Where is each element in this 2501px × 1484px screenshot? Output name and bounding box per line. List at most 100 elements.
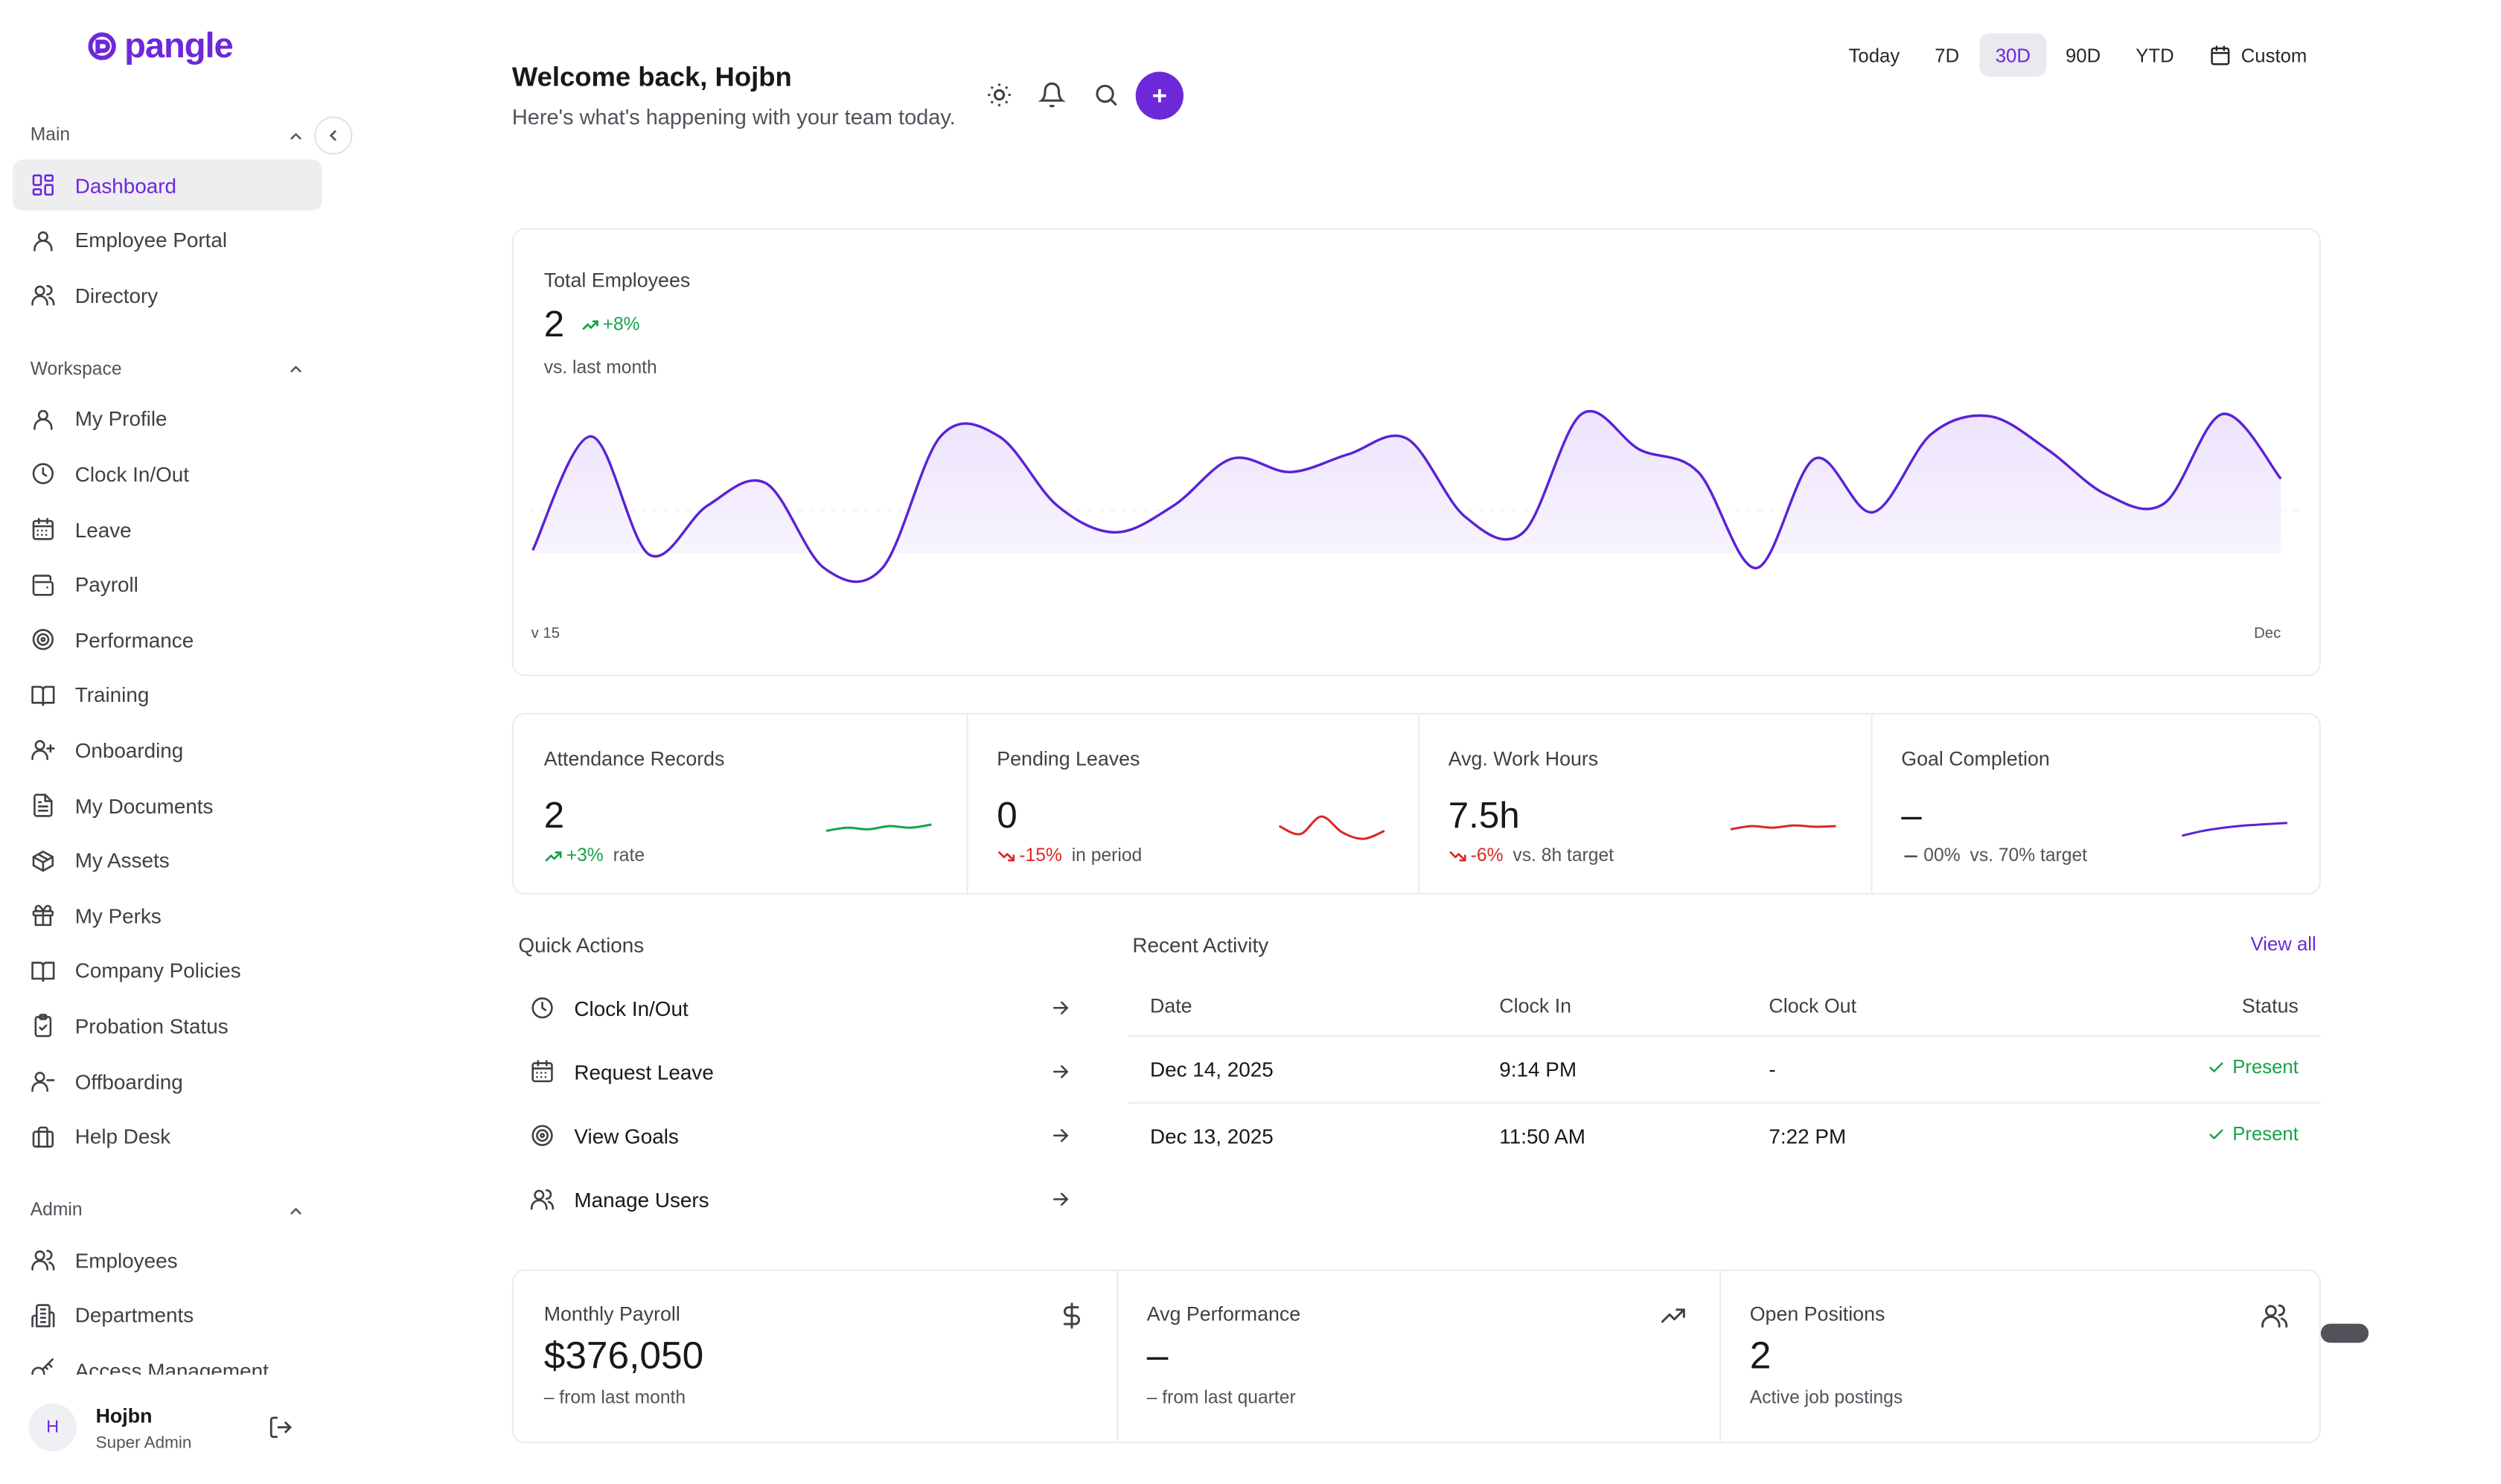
column-header-clock-in[interactable]: Clock In — [1499, 995, 1572, 1018]
summary-value: 2 — [1749, 1334, 1772, 1378]
sidebar-item-departments[interactable]: Departments — [13, 1290, 322, 1341]
sidebar-item-directory[interactable]: Directory — [13, 270, 322, 322]
quick-action-view-goals[interactable]: View Goals — [514, 1107, 1087, 1164]
stat-divider — [1871, 714, 1873, 893]
stat-attendance-records[interactable]: Attendance Records 2 +3% rate — [514, 714, 967, 893]
target-icon — [32, 629, 54, 650]
cell-clock-out: - — [1769, 1057, 1776, 1081]
quick-action-manage-users[interactable]: Manage Users — [514, 1171, 1087, 1228]
range-custom[interactable]: Custom — [2193, 33, 2322, 77]
sidebar-item-my-profile[interactable]: My Profile — [13, 394, 322, 445]
stat-trend: +3% — [544, 847, 604, 866]
user-role: Super Admin — [95, 1433, 192, 1453]
quick-actions-title: Quick Actions — [518, 933, 645, 957]
cell-clock-out: 7:22 PM — [1769, 1124, 1847, 1148]
sidebar-item-my-documents[interactable]: My Documents — [13, 780, 322, 831]
gift-icon — [32, 905, 54, 927]
brand-logo[interactable]: pangle — [85, 25, 234, 67]
summary-label: Avg Performance — [1146, 1302, 1301, 1325]
user-plus-icon — [31, 741, 55, 761]
total-employees-trend-value: +8% — [602, 315, 640, 334]
summary-value: $376,050 — [543, 1334, 704, 1378]
sidebar-item-label: Company Policies — [74, 959, 241, 983]
stat-value: 7.5h — [1448, 794, 1520, 836]
summary-sub: Active job postings — [1749, 1389, 1903, 1409]
sidebar-item-payroll[interactable]: Payroll — [13, 559, 322, 610]
sidebar-item-access-management[interactable]: Access Management — [13, 1345, 322, 1375]
sidebar-item-label: My Perks — [74, 903, 162, 928]
range-ytd[interactable]: YTD — [2120, 33, 2190, 77]
quick-action-label: Manage Users — [574, 1187, 709, 1212]
sidebar-item-onboarding[interactable]: Onboarding — [13, 725, 322, 776]
sidebar-item-my-perks[interactable]: My Perks — [13, 890, 322, 941]
nav-section-title: Admin — [30, 1200, 83, 1221]
user-profile[interactable]: H Hojbn Super Admin — [28, 1403, 332, 1455]
sidebar-item-my-assets[interactable]: My Assets — [13, 835, 322, 886]
sidebar-item-clock-in-out[interactable]: Clock In/Out — [13, 449, 322, 500]
sidebar-item-label: Training — [74, 682, 150, 707]
view-all-link[interactable]: View all — [2250, 933, 2316, 956]
user-icon — [33, 409, 53, 430]
range-label: 7D — [1935, 43, 1960, 66]
quick-action-label: View Goals — [574, 1123, 679, 1148]
total-employees-value: 2 — [543, 303, 565, 345]
quick-action-request-leave[interactable]: Request Leave — [514, 1043, 1087, 1100]
quick-action-label: Clock In/Out — [574, 996, 689, 1020]
sun-icon[interactable] — [986, 81, 1012, 108]
briefcase-icon — [32, 1125, 54, 1148]
logout-icon[interactable] — [268, 1415, 293, 1440]
sidebar-item-performance[interactable]: Performance — [13, 614, 322, 665]
summary-value: – — [1146, 1334, 1169, 1378]
sidebar-item-probation-status[interactable]: Probation Status — [13, 1000, 322, 1052]
status-label: Present — [2232, 1055, 2299, 1078]
scroll-handle[interactable] — [2320, 1323, 2369, 1343]
nav-section-main[interactable]: Main — [31, 121, 305, 150]
key-icon — [31, 1358, 54, 1375]
stat-goal-completion[interactable]: Goal Completion –00% vs. 70% target — [1871, 714, 2322, 893]
total-employees-sub: vs. last month — [543, 359, 657, 378]
stat-value: 0 — [997, 794, 1018, 836]
sidebar-item-training[interactable]: Training — [13, 670, 322, 721]
nav-section-admin[interactable]: Admin — [31, 1197, 305, 1226]
stat-trend-value: -6% — [1470, 846, 1504, 866]
range-30d[interactable]: 30D — [1979, 33, 2047, 77]
column-header-date[interactable]: Date — [1150, 995, 1192, 1018]
sidebar-collapse-button[interactable] — [314, 116, 353, 155]
total-employees-card: Total Employees 2 +8% vs. last month v 1… — [511, 228, 2321, 677]
sidebar-item-label: Onboarding — [74, 738, 184, 763]
sidebar-item-company-policies[interactable]: Company Policies — [13, 945, 322, 997]
bell-icon[interactable] — [1038, 81, 1066, 108]
sidebar-item-employees[interactable]: Employees — [13, 1235, 322, 1286]
column-header-clock-out[interactable]: Clock Out — [1769, 995, 1857, 1018]
search-icon[interactable] — [1093, 81, 1119, 108]
stat-avg-work-hours[interactable]: Avg. Work Hours 7.5h -6% vs. 8h target — [1418, 714, 1871, 893]
cell-date: Dec 14, 2025 — [1150, 1057, 1274, 1081]
sidebar-item-label: My Documents — [74, 793, 214, 818]
stat-trend: -15% — [997, 847, 1062, 866]
pangle-logo-icon — [88, 32, 116, 60]
summary-monthly-payroll[interactable]: Monthly Payroll $376,050 – from last month — [514, 1271, 1115, 1443]
add-button[interactable] — [1135, 71, 1184, 120]
range-7d[interactable]: 7D — [1919, 33, 1975, 77]
range-today[interactable]: Today — [1833, 33, 1915, 77]
quick-action-clock-in-out[interactable]: Clock In/Out — [514, 979, 1087, 1037]
summary-avg-performance[interactable]: Avg Performance – – from last quarter — [1117, 1271, 1718, 1443]
range-90d[interactable]: 90D — [2050, 33, 2117, 77]
sidebar-item-dashboard[interactable]: Dashboard — [13, 159, 322, 211]
building-icon — [31, 1303, 55, 1327]
stat-pending-leaves[interactable]: Pending Leaves 0 -15% in period — [967, 714, 1418, 893]
chart-area-fill — [532, 411, 2281, 554]
users-icon — [530, 1189, 555, 1210]
sidebar-item-help-desk[interactable]: Help Desk — [13, 1111, 322, 1162]
column-header-status[interactable]: Status — [2241, 995, 2299, 1018]
sidebar-item-leave[interactable]: Leave — [13, 504, 322, 555]
employees-area-chart: v 15 Dec — [529, 409, 2304, 642]
minus-icon — [1904, 855, 1917, 858]
file-icon — [33, 793, 53, 817]
summary-open-positions[interactable]: Open Positions 2 Active job postings — [1719, 1271, 2321, 1443]
sidebar-item-employee-portal[interactable]: Employee Portal — [13, 214, 322, 266]
sidebar-item-offboarding[interactable]: Offboarding — [13, 1056, 322, 1107]
clipboard-check-icon — [34, 1014, 52, 1038]
nav-section-workspace[interactable]: Workspace — [31, 355, 305, 384]
stat-foot-text: rate — [613, 846, 645, 866]
